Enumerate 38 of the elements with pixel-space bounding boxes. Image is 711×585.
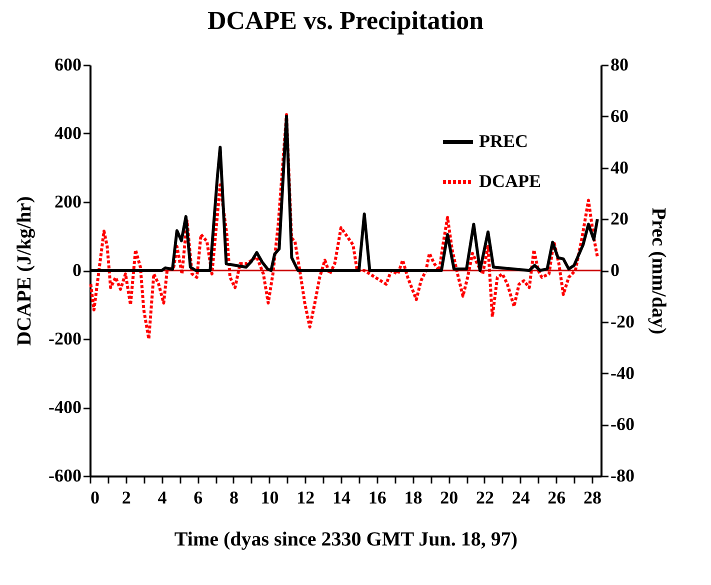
x-tick-label: 22 bbox=[476, 488, 494, 508]
y-axis-title: DCAPE (J/kg/hr) bbox=[14, 196, 36, 346]
y2-tick-label: 0 bbox=[610, 260, 620, 280]
x-tick-label: 12 bbox=[296, 488, 315, 508]
y2-tick-label: -40 bbox=[610, 362, 634, 383]
y-tick-label: 0 bbox=[72, 260, 82, 280]
y2-tick-label: 40 bbox=[610, 157, 628, 178]
y2-axis-title: Prec (mm/day) bbox=[647, 208, 670, 334]
x-tick-label: 18 bbox=[404, 488, 422, 508]
y2-tick-label: 20 bbox=[610, 208, 628, 229]
y2-tick-label: 60 bbox=[610, 106, 628, 126]
x-tick-label: 2 bbox=[122, 488, 131, 508]
x-tick-label: 24 bbox=[512, 488, 530, 508]
y-tick-label: 400 bbox=[54, 123, 82, 143]
x-tick-label: 8 bbox=[229, 488, 238, 508]
y-tick-label: -400 bbox=[48, 397, 82, 417]
x-tick-label: 4 bbox=[158, 488, 167, 508]
y-tick-label: 200 bbox=[54, 192, 82, 212]
y-tick-label: -200 bbox=[48, 328, 82, 348]
y2-tick-label: -60 bbox=[610, 414, 634, 434]
legend-label: DCAPE bbox=[479, 171, 541, 191]
line-series bbox=[89, 113, 599, 340]
legend-label: PREC bbox=[479, 131, 528, 151]
x-axis-title: Time (dyas since 2330 GMT Jun. 18, 97) bbox=[174, 528, 518, 550]
y2-tick-label: -80 bbox=[610, 466, 634, 486]
y2-tick-label: 80 bbox=[610, 54, 628, 74]
y2-tick-label: -20 bbox=[610, 311, 634, 332]
x-tick-label: 26 bbox=[548, 488, 566, 508]
x-tick-label: 0 bbox=[90, 488, 100, 508]
x-tick-label: 10 bbox=[260, 488, 279, 508]
chart-title: DCAPE vs. Precipitation bbox=[207, 6, 484, 35]
x-tick-label: 20 bbox=[440, 488, 458, 508]
y-tick-label: -600 bbox=[48, 466, 82, 486]
x-tick-label: 28 bbox=[584, 488, 602, 508]
x-tick-label: 16 bbox=[368, 488, 386, 508]
y-tick-label: 600 bbox=[54, 54, 82, 74]
x-tick-label: 14 bbox=[332, 488, 351, 508]
x-tick-label: 6 bbox=[194, 488, 203, 508]
